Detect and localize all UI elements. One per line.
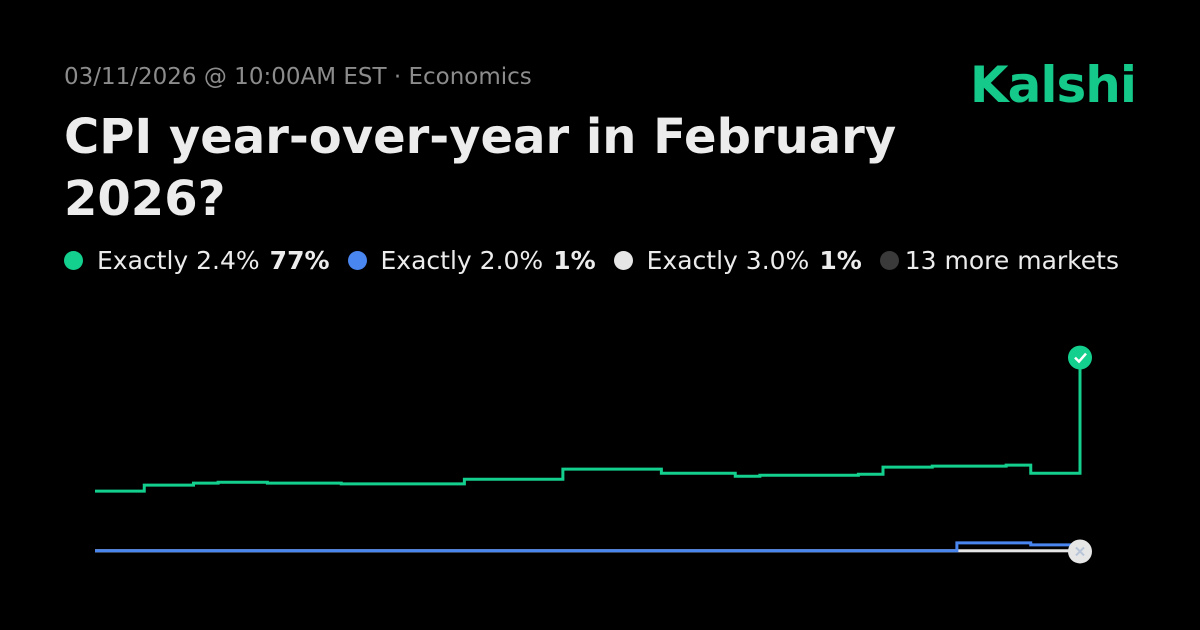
legend-item: Exactly 3.0% 1% [613, 246, 862, 275]
legend-label: Exactly 3.0% [646, 246, 810, 275]
series-line [95, 541, 1082, 553]
legend-label: 13 more markets [904, 246, 1119, 275]
brand-logo: Kalshi [969, 56, 1137, 114]
legend-value: 77% [269, 246, 330, 275]
legend-swatch [613, 251, 633, 270]
legend-item: Exactly 2.0% 1% [347, 246, 596, 275]
x-icon [1075, 546, 1085, 557]
legend-swatch [347, 251, 367, 270]
legend-value: 1% [553, 246, 596, 275]
legend-label: Exactly 2.0% [380, 246, 544, 275]
legend-swatch [64, 251, 83, 270]
title: CPI year-over-year in February 2026? [64, 109, 897, 227]
series-line [95, 357, 1082, 493]
legend-swatch [879, 251, 899, 270]
legend: Exactly 2.4% 77% Exactly 2.0% 1% Exactly 3.0… [64, 246, 1137, 275]
legend-item: Exactly 2.4% 77% [64, 246, 330, 275]
subtitle: 03/11/2026 @ 10:00AM EST · Economics [64, 64, 532, 90]
legend-label: Exactly 2.4% [97, 246, 260, 275]
legend-item: 13 more markets [879, 246, 1119, 275]
check-icon [1074, 352, 1087, 364]
legend-value: 1% [819, 246, 862, 275]
end-marker [1068, 345, 1092, 370]
